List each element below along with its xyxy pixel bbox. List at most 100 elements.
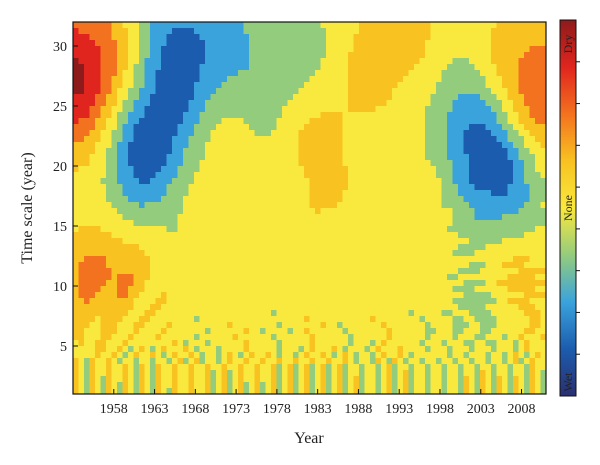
contour-cell	[304, 292, 311, 299]
contour-cell	[518, 238, 525, 245]
contour-cell	[463, 52, 470, 59]
contour-cell	[408, 250, 415, 257]
contour-cell	[370, 124, 377, 131]
contour-cell	[221, 286, 228, 293]
contour-cell	[320, 352, 327, 359]
contour-cell	[370, 262, 377, 269]
contour-cell	[518, 190, 525, 197]
contour-cell	[485, 160, 492, 167]
contour-cell	[111, 268, 118, 275]
contour-cell	[529, 268, 536, 275]
contour-cell	[414, 304, 421, 311]
contour-cell	[381, 130, 388, 137]
contour-cell	[298, 220, 305, 227]
contour-cell	[84, 370, 91, 377]
contour-cell	[529, 322, 536, 329]
contour-cell	[403, 280, 410, 287]
contour-cell	[100, 118, 107, 125]
contour-cell	[78, 220, 85, 227]
contour-cell	[408, 346, 415, 353]
contour-cell	[166, 280, 173, 287]
contour-cell	[128, 232, 135, 239]
contour-cell	[144, 88, 151, 95]
contour-cell	[111, 112, 118, 119]
contour-cell	[447, 364, 454, 371]
contour-cell	[73, 142, 80, 149]
contour-cell	[89, 88, 96, 95]
contour-cell	[133, 322, 140, 329]
contour-cell	[100, 334, 107, 341]
contour-cell	[188, 100, 195, 107]
contour-cell	[309, 262, 316, 269]
contour-cell	[161, 106, 168, 113]
contour-cell	[95, 40, 102, 47]
contour-cell	[133, 136, 140, 143]
contour-cell	[199, 232, 206, 239]
contour-cell	[463, 244, 470, 251]
contour-cell	[375, 298, 382, 305]
contour-cell	[331, 58, 338, 65]
contour-cell	[496, 124, 503, 131]
contour-cell	[227, 166, 234, 173]
contour-cell	[199, 334, 206, 341]
contour-cell	[95, 226, 102, 233]
contour-cell	[106, 46, 113, 53]
contour-cell	[100, 286, 107, 293]
contour-cell	[491, 64, 498, 71]
contour-cell	[133, 310, 140, 317]
contour-cell	[370, 160, 377, 167]
contour-cell	[128, 76, 135, 83]
contour-cell	[496, 154, 503, 161]
contour-cell	[386, 160, 393, 167]
contour-cell	[381, 76, 388, 83]
contour-cell	[458, 34, 465, 41]
contour-cell	[403, 196, 410, 203]
contour-cell	[128, 310, 135, 317]
contour-cell	[397, 256, 404, 263]
contour-cell	[342, 268, 349, 275]
contour-cell	[177, 100, 184, 107]
contour-cell	[78, 262, 85, 269]
contour-cell	[188, 328, 195, 335]
contour-cell	[535, 358, 542, 365]
contour-cell	[183, 328, 190, 335]
contour-cell	[133, 262, 140, 269]
contour-cell	[337, 286, 344, 293]
contour-cell	[177, 340, 184, 347]
contour-cell	[150, 136, 157, 143]
contour-cell	[298, 28, 305, 35]
contour-cell	[463, 154, 470, 161]
contour-cell	[348, 82, 355, 89]
contour-cell	[254, 298, 261, 305]
contour-cell	[452, 28, 459, 35]
contour-cell	[480, 310, 487, 317]
contour-cell	[128, 238, 135, 245]
contour-cell	[392, 274, 399, 281]
contour-cell	[480, 244, 487, 251]
contour-cell	[166, 220, 173, 227]
contour-cell	[524, 322, 531, 329]
contour-cell	[447, 154, 454, 161]
contour-cell	[502, 358, 509, 365]
contour-cell	[144, 262, 151, 269]
contour-cell	[271, 142, 278, 149]
contour-cell	[452, 238, 459, 245]
contour-cell	[150, 214, 157, 221]
contour-cell	[188, 22, 195, 29]
contour-cell	[485, 274, 492, 281]
contour-cell	[447, 166, 454, 173]
contour-cell	[496, 232, 503, 239]
contour-cell	[430, 256, 437, 263]
contour-cell	[502, 52, 509, 59]
contour-cell	[100, 178, 107, 185]
contour-cell	[370, 208, 377, 215]
contour-cell	[403, 88, 410, 95]
contour-cell	[161, 148, 168, 155]
contour-cell	[155, 124, 162, 131]
contour-cell	[480, 40, 487, 47]
contour-cell	[474, 250, 481, 257]
contour-cell	[353, 172, 360, 179]
contour-cell	[111, 82, 118, 89]
contour-cell	[298, 190, 305, 197]
contour-cell	[188, 358, 195, 365]
